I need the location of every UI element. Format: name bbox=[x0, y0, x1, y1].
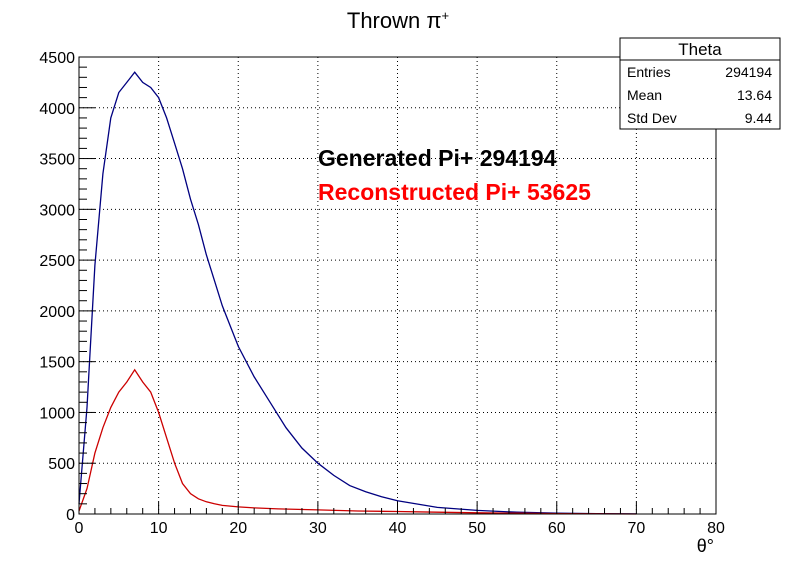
y-tick-label: 3000 bbox=[39, 202, 75, 219]
x-axis-label: θ° bbox=[697, 536, 714, 556]
x-tick-label: 10 bbox=[150, 520, 168, 537]
x-tick-label: 60 bbox=[548, 520, 566, 537]
x-tick-label: 20 bbox=[229, 520, 247, 537]
stats-box-title: Theta bbox=[678, 40, 722, 59]
stats-entries-label: Entries bbox=[627, 64, 671, 80]
x-tick-label: 70 bbox=[627, 520, 645, 537]
stats-box-frame bbox=[619, 37, 781, 130]
y-tick-label: 500 bbox=[48, 456, 75, 473]
x-tick-label: 40 bbox=[389, 520, 407, 537]
y-tick-label: 0 bbox=[66, 507, 75, 524]
y-tick-label: 3500 bbox=[39, 152, 75, 169]
x-tick-labels: 0 10 20 30 40 50 60 70 80 bbox=[75, 520, 725, 537]
stats-mean-label: Mean bbox=[627, 87, 662, 103]
series-layer bbox=[78, 71, 637, 515]
y-tick-label: 2500 bbox=[39, 253, 75, 270]
stats-entries-value: 294194 bbox=[725, 64, 772, 80]
axis-ticks bbox=[78, 56, 717, 515]
series-0-line bbox=[78, 71, 637, 515]
annotation-reconstructed: Reconstructed Pi+ 53625 bbox=[318, 179, 591, 205]
y-tick-labels: 0 500 1000 1500 2000 2500 3000 3500 4000 4500 bbox=[39, 50, 75, 524]
grid-lines bbox=[79, 57, 716, 514]
stats-box: Theta Entries 294194 Mean 13.64 Std Dev … bbox=[619, 37, 781, 130]
stats-stddev-label: Std Dev bbox=[627, 110, 677, 126]
stats-mean-value: 13.64 bbox=[737, 87, 772, 103]
y-tick-label: 4000 bbox=[39, 101, 75, 118]
annotation-generated: Generated Pi+ 294194 bbox=[318, 145, 557, 171]
series-1-line bbox=[78, 368, 637, 515]
x-tick-label: 80 bbox=[707, 520, 725, 537]
x-tick-label: 50 bbox=[468, 520, 486, 537]
x-tick-label: 0 bbox=[75, 520, 84, 537]
y-tick-label: 1000 bbox=[39, 405, 75, 422]
chart-title: Thrown π+ bbox=[347, 8, 449, 33]
y-tick-label: 2000 bbox=[39, 304, 75, 321]
y-tick-label: 1500 bbox=[39, 355, 75, 372]
y-tick-label: 4500 bbox=[39, 50, 75, 67]
stats-stddev-value: 9.44 bbox=[745, 110, 772, 126]
x-tick-label: 30 bbox=[309, 520, 327, 537]
